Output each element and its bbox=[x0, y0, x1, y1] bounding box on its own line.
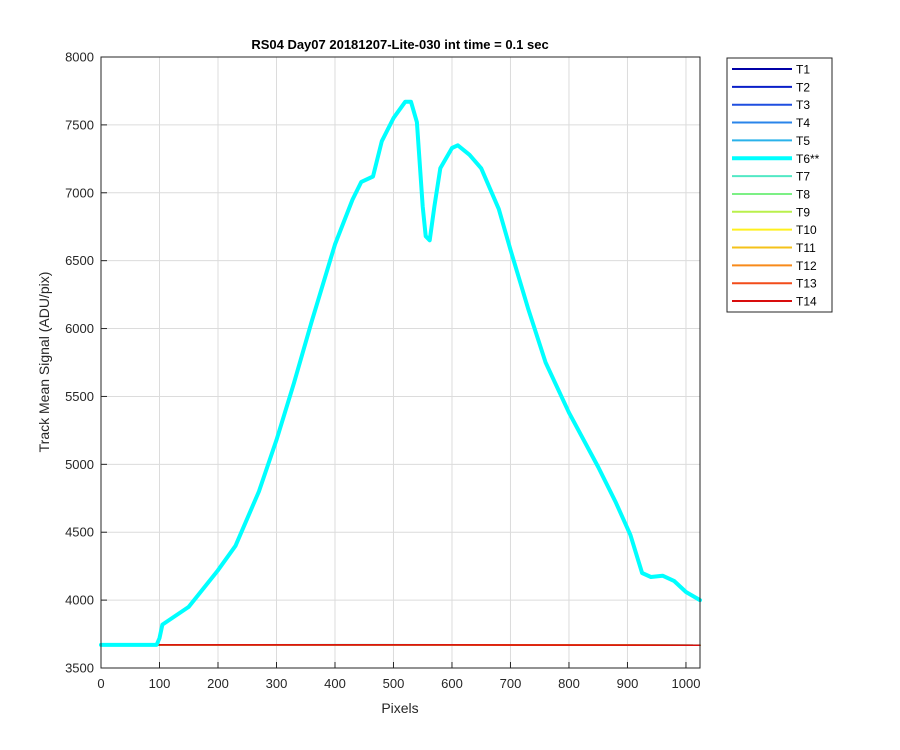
legend-label: T10 bbox=[796, 223, 817, 237]
legend-label: T1 bbox=[796, 63, 810, 77]
legend-label: T13 bbox=[796, 277, 817, 291]
legend-label: T6** bbox=[796, 152, 820, 166]
legend: T1 T2 T3 T4 T5 T6** T7 T8 T9 T10 T11 T12 T13 T14 bbox=[726, 57, 833, 313]
y-tick-label: 8000 bbox=[65, 50, 94, 65]
x-tick-label: 100 bbox=[149, 676, 171, 691]
x-tick-label: 700 bbox=[500, 676, 522, 691]
legend-label: T4 bbox=[796, 116, 810, 130]
legend-label: T8 bbox=[796, 187, 810, 201]
x-tick-label: 200 bbox=[207, 676, 229, 691]
legend-label: T2 bbox=[796, 80, 810, 94]
x-tick-label: 300 bbox=[266, 676, 288, 691]
legend-label: T7 bbox=[796, 170, 810, 184]
y-tick-label: 5500 bbox=[65, 389, 94, 404]
legend-label: T3 bbox=[796, 98, 810, 112]
y-tick-label: 5000 bbox=[65, 457, 94, 472]
y-tick-label: 6500 bbox=[65, 253, 94, 268]
x-tick-label: 900 bbox=[617, 676, 639, 691]
x-tick-label: 800 bbox=[558, 676, 580, 691]
x-tick-label: 1000 bbox=[672, 676, 701, 691]
y-tick-label: 3500 bbox=[65, 661, 94, 676]
x-tick-label: 0 bbox=[97, 676, 104, 691]
legend-label: T12 bbox=[796, 259, 817, 273]
legend-items: T1 T2 T3 T4 T5 T6** T7 T8 T9 T10 T11 T12 T13 T14 bbox=[732, 63, 820, 309]
series-layer bbox=[99, 99, 702, 647]
legend-label: T14 bbox=[796, 295, 817, 309]
x-tick-label: 600 bbox=[441, 676, 463, 691]
y-axis-title: Track Mean Signal (ADU/pix) bbox=[36, 272, 52, 453]
legend-label: T11 bbox=[796, 241, 816, 255]
y-tick-label: 4500 bbox=[65, 525, 94, 540]
axis-ticks: 0 100 200 300 400 500 600 700 800 900 1000 3500 4000… bbox=[65, 50, 700, 692]
y-tick-label: 7500 bbox=[65, 117, 94, 132]
x-axis-title: Pixels bbox=[381, 700, 418, 716]
y-tick-label: 4000 bbox=[65, 593, 94, 608]
x-tick-label: 400 bbox=[324, 676, 346, 691]
legend-label: T9 bbox=[796, 205, 810, 219]
series-line-t6 bbox=[99, 99, 702, 647]
y-tick-label: 7000 bbox=[65, 185, 94, 200]
plot-frame bbox=[100, 56, 701, 669]
legend-box bbox=[726, 57, 833, 313]
grid bbox=[100, 56, 700, 669]
x-tick-label: 500 bbox=[383, 676, 405, 691]
chart-title: RS04 Day07 20181207-Lite-030 int time = … bbox=[251, 37, 548, 52]
y-tick-label: 6000 bbox=[65, 321, 94, 336]
legend-label: T5 bbox=[796, 134, 810, 148]
